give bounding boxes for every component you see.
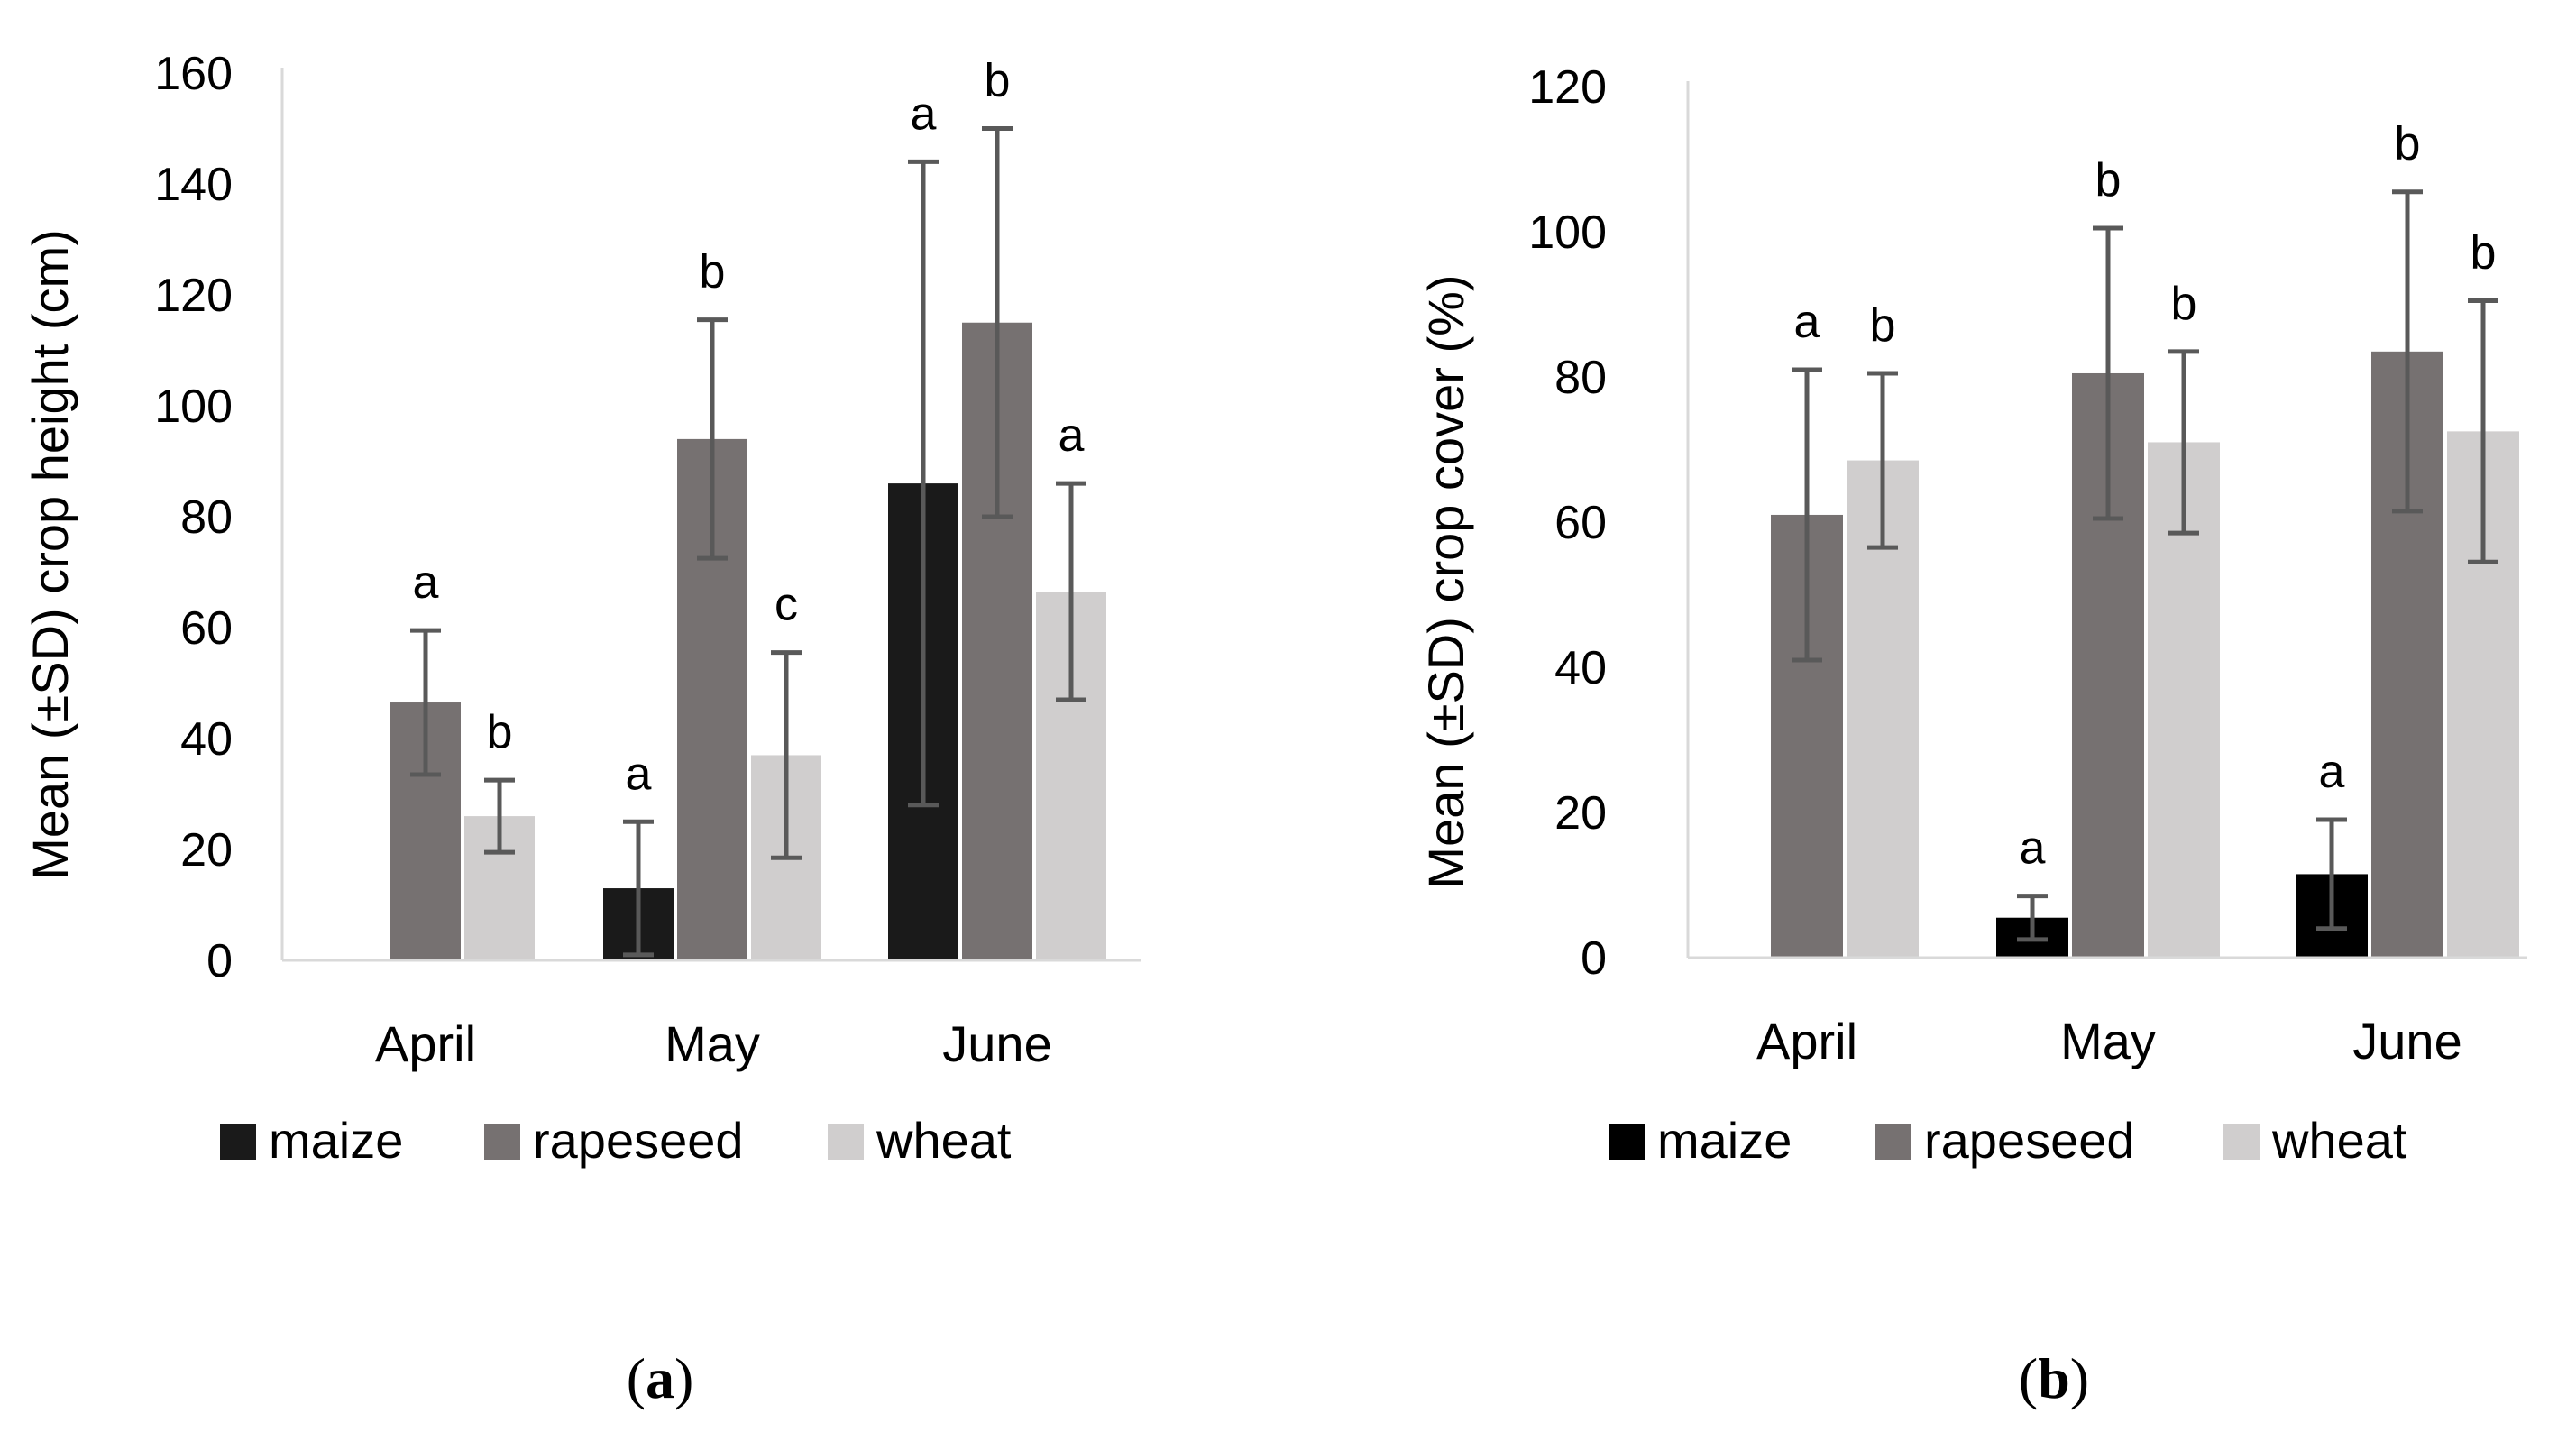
y-tick-label: 80: [180, 491, 233, 544]
panel-label-open: (: [627, 1346, 646, 1410]
significance-letter: b: [2395, 118, 2421, 170]
y-tick-label: 120: [1528, 61, 1607, 114]
y-tick-label: 0: [206, 935, 233, 987]
legend-swatch-wheat: [2223, 1124, 2260, 1160]
significance-letter: a: [1794, 296, 1820, 348]
y-axis-label: Mean (±SD) crop cover (%): [1417, 274, 1474, 888]
legend-label-wheat: wheat: [875, 1112, 1012, 1169]
category-label: April: [1756, 1013, 1857, 1069]
panel-label: (a): [627, 1346, 694, 1410]
significance-letter: b: [2471, 226, 2497, 279]
legend-swatch-rapeseed: [1875, 1124, 1911, 1160]
significance-letter: b: [2171, 278, 2197, 330]
legend-swatch-rapeseed: [484, 1124, 520, 1160]
significance-letter: b: [487, 706, 513, 758]
significance-letter: b: [985, 55, 1011, 107]
significance-letter: b: [1870, 299, 1896, 352]
legend-swatch-wheat: [828, 1124, 864, 1160]
significance-letter: a: [1059, 409, 1085, 462]
significance-letter: a: [911, 87, 937, 140]
panel-label-open: (: [2019, 1346, 2038, 1410]
category-label: May: [2060, 1013, 2156, 1069]
chart-panel-b: 0 20 40 60 80 100 120 Mean (±SD) crop cover (%)…: [1417, 61, 2527, 1410]
category-label: April: [375, 1015, 476, 1072]
y-tick-label: 20: [180, 824, 233, 876]
legend-swatch-maize: [1609, 1124, 1645, 1160]
legend-swatch-maize: [220, 1124, 256, 1160]
panel-label-letter: a: [646, 1346, 674, 1410]
legend-label-maize: maize: [269, 1112, 403, 1169]
significance-letter: b: [2095, 154, 2122, 206]
y-tick-label: 120: [154, 270, 233, 322]
legend-label-rapeseed: rapeseed: [533, 1112, 744, 1169]
y-tick-label: 140: [154, 159, 233, 211]
legend-label-maize: maize: [1657, 1112, 1792, 1169]
significance-letter: c: [775, 579, 798, 631]
significance-letter: a: [2319, 746, 2345, 798]
y-tick-label: 0: [1581, 932, 1607, 985]
legend-label-wheat: wheat: [2271, 1112, 2407, 1169]
y-tick-label: 100: [1528, 206, 1607, 259]
legend-label-rapeseed: rapeseed: [1924, 1112, 2135, 1169]
category-label: June: [942, 1015, 1051, 1072]
significance-letter: a: [413, 556, 439, 609]
y-tick-label: 160: [154, 48, 233, 100]
significance-letter: a: [626, 748, 652, 800]
panel-label-letter: b: [2038, 1346, 2070, 1410]
panel-label-close: ): [2070, 1346, 2089, 1410]
y-axis-label: Mean (±SD) crop height (cm): [22, 229, 78, 880]
significance-letter: a: [2020, 822, 2046, 875]
panel-label-close: ): [674, 1346, 693, 1410]
y-tick-label: 20: [1554, 787, 1607, 840]
category-label: June: [2352, 1013, 2461, 1069]
y-tick-label: 60: [1554, 497, 1607, 549]
chart-panel-a: 0 20 40 60 80 100 120 140 160 Mean (±SD) crop hei…: [22, 48, 1141, 1410]
panel-label: (b): [2019, 1346, 2089, 1410]
significance-letter: b: [700, 246, 726, 298]
y-tick-label: 40: [180, 713, 233, 766]
y-tick-label: 40: [1554, 642, 1607, 694]
y-tick-label: 80: [1554, 352, 1607, 404]
category-label: May: [665, 1015, 760, 1072]
y-tick-label: 60: [180, 602, 233, 655]
y-tick-label: 100: [154, 381, 233, 433]
